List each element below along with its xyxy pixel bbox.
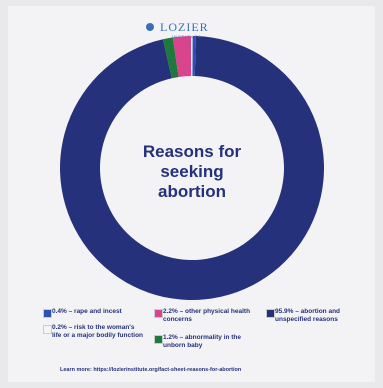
footer: Learn more: https://lozierinstitute.org/… bbox=[60, 367, 242, 373]
donut-segment bbox=[192, 36, 196, 77]
legend-label: 0.2% – risk to the woman's life or a maj… bbox=[52, 324, 144, 339]
legend-swatch bbox=[154, 335, 163, 344]
legend-label: 1.2% – abnormality in the unborn baby bbox=[163, 334, 242, 349]
logo: LOZIER bbox=[160, 20, 209, 34]
donut-segment bbox=[172, 36, 192, 77]
donut-segment bbox=[162, 37, 179, 79]
legend-label: 2.2% – other physical health concerns bbox=[163, 308, 251, 323]
donut-segment bbox=[190, 36, 193, 77]
legend-swatch bbox=[154, 309, 163, 318]
legend-swatch bbox=[43, 309, 52, 318]
legend-label: 95.9% – abortion and unspecified reasons bbox=[275, 308, 341, 323]
legend-label: 0.4% – rape and incest bbox=[52, 308, 122, 315]
legend-swatch bbox=[43, 325, 52, 334]
logo-icon bbox=[146, 23, 154, 31]
chart-title: Reasons for seeking abortion bbox=[142, 142, 242, 201]
legend-swatch bbox=[266, 309, 275, 318]
donut-segment bbox=[60, 36, 324, 301]
logo-sub: INSTITUTE bbox=[172, 34, 202, 39]
